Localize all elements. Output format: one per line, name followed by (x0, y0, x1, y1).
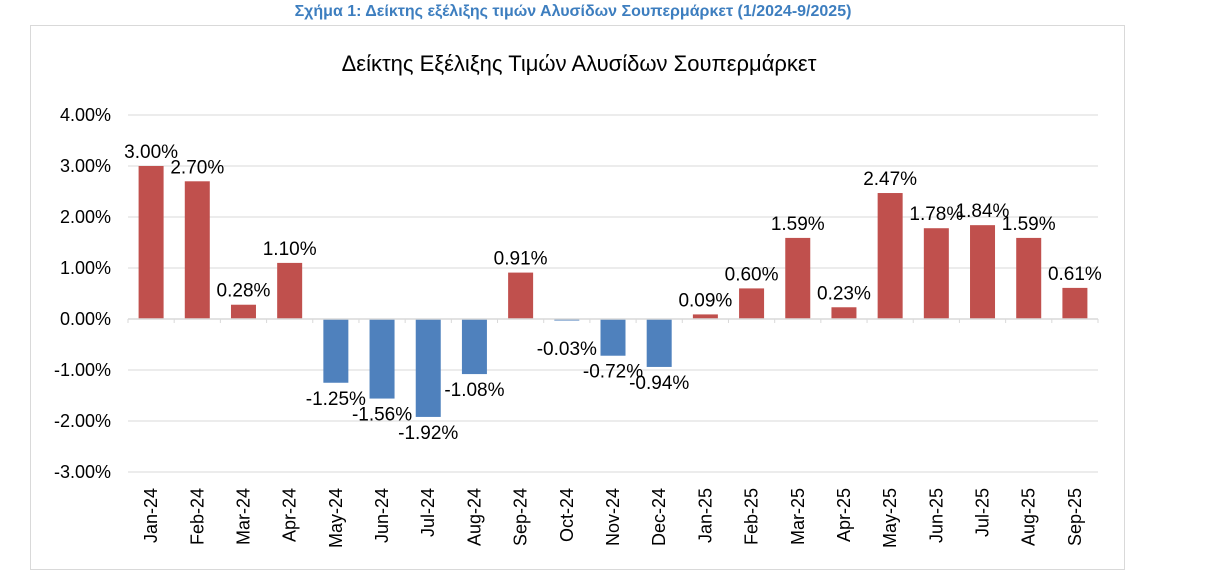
x-tick-label: Sep-24 (511, 488, 531, 546)
x-tick-label: Nov-24 (603, 488, 623, 546)
data-label: 3.00% (124, 142, 178, 163)
data-label: 1.59% (771, 214, 825, 235)
data-labels: 3.00%2.70% 0.28% 1.10% -1.25%-1.56%-1.92% -1… (124, 142, 1102, 444)
bar (831, 307, 857, 319)
bar (369, 319, 395, 399)
bar (554, 319, 580, 321)
chart-area: Δείκτης Εξέλιξης Τιμών Αλυσίδων Σουπερμά… (30, 25, 1125, 570)
bar (785, 237, 811, 319)
x-tick-label: Dec-24 (649, 488, 669, 546)
y-tick-label: -2.00% (54, 411, 111, 431)
data-label: 0.61% (1048, 264, 1102, 285)
x-tick-label: Jun-24 (372, 488, 392, 543)
data-label: -0.94% (629, 373, 689, 394)
x-axis-ticks: Jan-24 Feb-24 Mar-24 Apr-24 May-24 Jun-24 Jul-… (141, 488, 1085, 548)
bar (138, 166, 164, 319)
data-label: 2.47% (863, 169, 917, 190)
y-tick-label: 0.00% (60, 309, 111, 329)
x-tick-label: May-24 (326, 488, 346, 548)
data-label: -1.56% (352, 405, 412, 426)
bar (600, 319, 626, 356)
data-label: -1.92% (398, 423, 458, 444)
data-label: 0.60% (725, 264, 779, 285)
x-tick-label: Oct-24 (557, 488, 577, 542)
x-tick-label: Jan-24 (141, 488, 161, 543)
y-tick-label: -1.00% (54, 360, 111, 380)
x-tick-label: May-25 (880, 488, 900, 548)
data-label: 0.09% (678, 290, 732, 311)
bar (646, 319, 672, 367)
x-tick-label: Aug-25 (1019, 488, 1039, 546)
data-label: 0.91% (494, 249, 548, 270)
chart-title: Δείκτης Εξέλιξης Τιμών Αλυσίδων Σουπερμά… (342, 51, 817, 76)
y-tick-label: 1.00% (60, 258, 111, 278)
bar (1062, 287, 1088, 319)
x-tick-label: Feb-24 (187, 488, 207, 545)
x-tick-label: Jan-25 (695, 488, 715, 543)
y-tick-label: 4.00% (60, 105, 111, 125)
y-tick-label: 3.00% (60, 156, 111, 176)
x-tick-label: Mar-25 (788, 488, 808, 545)
x-tick-label: Apr-25 (834, 488, 854, 542)
y-tick-label: -3.00% (54, 462, 111, 482)
data-label: -0.72% (583, 362, 643, 383)
bar (461, 319, 487, 375)
bar-chart: Δείκτης Εξέλιξης Τιμών Αλυσίδων Σουπερμά… (54, 51, 1102, 548)
data-label: 1.84% (956, 201, 1010, 222)
bar (1016, 237, 1042, 319)
bar (230, 304, 256, 319)
bar (923, 228, 949, 319)
data-label: 0.28% (217, 281, 271, 302)
x-tick-label: Apr-24 (280, 488, 300, 542)
x-tick-label: Jul-24 (418, 488, 438, 537)
data-label: -1.25% (306, 389, 366, 410)
x-axis (127, 318, 1099, 323)
data-label: 1.59% (1002, 214, 1056, 235)
bar (277, 262, 303, 319)
data-label: 1.78% (909, 204, 963, 225)
data-label: -1.08% (444, 380, 504, 401)
data-label: -0.03% (537, 339, 597, 360)
x-tick-label: Mar-24 (233, 488, 253, 545)
bar (692, 314, 718, 319)
y-axis-ticks: 4.00% 3.00% 2.00% 1.00% 0.00% -1.00% -2.00% -3.… (54, 105, 111, 482)
bar (508, 272, 534, 319)
bar (970, 225, 996, 319)
bar (184, 181, 210, 319)
x-tick-label: Jun-25 (926, 488, 946, 543)
bar (739, 288, 765, 319)
x-tick-label: Jul-25 (973, 488, 993, 537)
x-tick-label: Sep-25 (1065, 488, 1085, 546)
data-label: 2.70% (170, 157, 224, 178)
bar (877, 193, 903, 319)
bars (138, 166, 1088, 417)
y-tick-label: 2.00% (60, 207, 111, 227)
figure-caption: Σχήμα 1: Δείκτης εξέλιξης τιμών Αλυσίδων… (294, 3, 852, 20)
bar (323, 319, 349, 383)
bar (415, 319, 441, 417)
x-tick-label: Aug-24 (464, 488, 484, 546)
data-label: 0.23% (817, 283, 871, 304)
gridlines (128, 114, 1098, 473)
data-label: 1.10% (263, 239, 317, 260)
x-tick-label: Feb-25 (742, 488, 762, 545)
